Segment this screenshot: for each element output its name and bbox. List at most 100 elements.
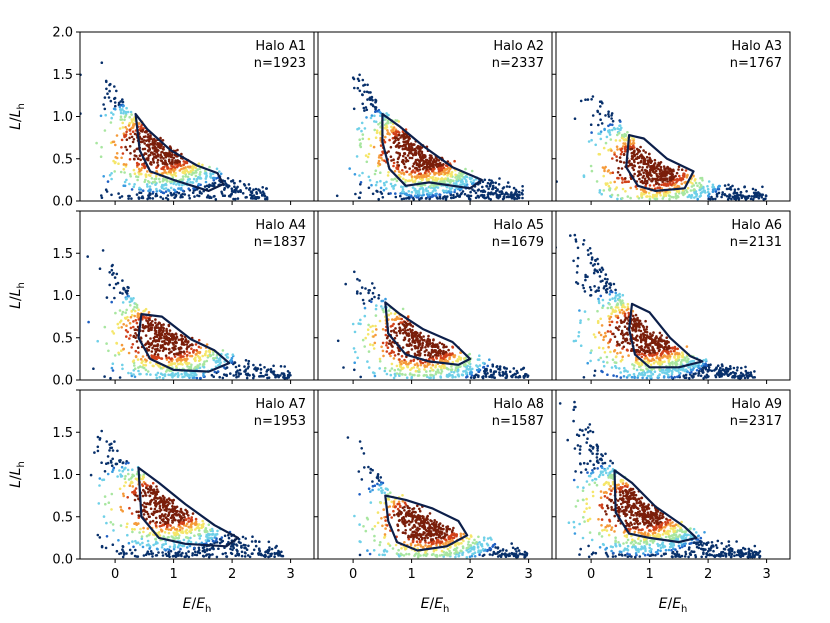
data-point	[411, 169, 415, 172]
data-point	[476, 194, 480, 198]
data-point	[195, 376, 199, 380]
data-point	[364, 336, 368, 340]
data-point	[366, 328, 370, 332]
data-point	[429, 366, 433, 370]
data-point	[132, 334, 136, 338]
data-point	[413, 187, 417, 191]
data-point	[608, 302, 611, 306]
data-point	[221, 349, 225, 352]
data-point	[356, 356, 360, 360]
data-point	[248, 187, 252, 190]
data-point	[672, 181, 675, 185]
data-point	[184, 166, 187, 169]
data-point	[111, 330, 114, 333]
data-point	[219, 172, 223, 176]
data-point	[757, 196, 761, 200]
data-point	[628, 159, 631, 163]
data-point	[153, 348, 157, 351]
data-point	[180, 152, 183, 156]
data-point	[162, 152, 166, 155]
data-point	[374, 101, 377, 104]
data-point	[702, 377, 705, 380]
data-point	[115, 89, 118, 93]
data-point	[378, 162, 382, 166]
data-point	[707, 197, 710, 201]
data-point	[187, 187, 190, 190]
data-point	[612, 374, 615, 377]
data-point	[646, 374, 650, 378]
data-point	[586, 249, 590, 252]
data-point	[407, 344, 411, 348]
data-point	[611, 310, 615, 313]
data-point	[389, 192, 392, 195]
data-point	[415, 362, 419, 365]
data-point	[440, 177, 444, 180]
data-point	[607, 345, 610, 349]
data-point	[456, 358, 460, 361]
data-point	[204, 169, 207, 173]
data-point	[394, 327, 397, 330]
data-point	[138, 167, 141, 171]
data-point	[403, 358, 406, 362]
data-point	[597, 286, 600, 290]
data-point	[750, 195, 754, 198]
data-point	[157, 145, 161, 148]
data-point	[729, 365, 732, 368]
data-point	[110, 111, 113, 114]
data-point	[367, 350, 371, 353]
data-point	[654, 180, 658, 183]
data-point	[146, 133, 150, 136]
data-point	[109, 121, 113, 124]
data-point	[675, 171, 679, 175]
data-point	[590, 131, 593, 134]
data-point	[743, 376, 747, 380]
data-point	[380, 153, 383, 157]
data-point	[607, 184, 611, 188]
data-point	[132, 157, 136, 161]
data-point	[160, 336, 163, 340]
data-point	[679, 360, 683, 364]
data-point	[606, 182, 609, 185]
data-point	[155, 324, 158, 327]
data-point	[607, 314, 610, 318]
data-point	[113, 276, 117, 279]
data-point	[212, 179, 216, 182]
data-point	[360, 286, 364, 289]
data-point	[702, 189, 706, 192]
data-point	[593, 374, 596, 377]
data-point	[417, 147, 420, 150]
data-point	[261, 193, 264, 196]
data-point	[506, 181, 510, 184]
data-point	[361, 137, 365, 141]
data-point	[579, 319, 582, 322]
data-point	[379, 121, 382, 125]
data-point	[400, 185, 403, 188]
data-point	[108, 283, 111, 287]
data-point	[640, 191, 643, 195]
data-point	[363, 345, 367, 348]
data-point	[147, 173, 151, 177]
data-point	[190, 347, 193, 351]
data-point	[428, 376, 431, 380]
halo-name: Halo A2	[493, 39, 544, 54]
data-point	[408, 328, 412, 331]
data-point	[402, 171, 406, 175]
data-point	[361, 133, 365, 136]
data-point	[620, 176, 624, 180]
data-point	[576, 256, 580, 260]
data-point	[182, 160, 186, 163]
data-point	[145, 372, 148, 376]
data-point	[498, 190, 502, 194]
data-point	[686, 195, 690, 199]
data-point	[125, 178, 128, 182]
data-point	[418, 368, 421, 371]
data-point	[673, 355, 676, 358]
data-point	[584, 278, 587, 282]
data-point	[608, 131, 611, 134]
data-point	[199, 376, 202, 380]
data-point	[486, 364, 490, 368]
data-point	[408, 179, 412, 182]
data-point	[416, 353, 420, 357]
data-point	[198, 172, 202, 176]
data-point	[261, 190, 265, 193]
